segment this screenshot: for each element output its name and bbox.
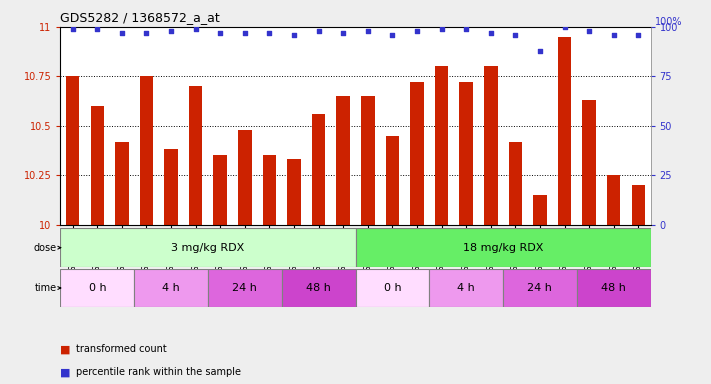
Point bbox=[116, 30, 127, 36]
FancyBboxPatch shape bbox=[356, 269, 429, 307]
Text: 48 h: 48 h bbox=[306, 283, 331, 293]
FancyBboxPatch shape bbox=[577, 269, 651, 307]
Bar bbox=[607, 175, 621, 225]
FancyBboxPatch shape bbox=[356, 228, 651, 267]
Point bbox=[166, 28, 177, 34]
Point bbox=[362, 28, 373, 34]
Bar bbox=[484, 66, 498, 225]
Point bbox=[190, 26, 201, 32]
Bar bbox=[312, 114, 326, 225]
Bar bbox=[533, 195, 547, 225]
Bar bbox=[262, 156, 276, 225]
Text: dose: dose bbox=[33, 243, 57, 253]
Text: 0 h: 0 h bbox=[88, 283, 106, 293]
Text: GDS5282 / 1368572_a_at: GDS5282 / 1368572_a_at bbox=[60, 11, 220, 24]
Text: transformed count: transformed count bbox=[76, 344, 167, 354]
FancyBboxPatch shape bbox=[60, 228, 356, 267]
FancyBboxPatch shape bbox=[503, 269, 577, 307]
Point bbox=[67, 26, 78, 32]
FancyBboxPatch shape bbox=[134, 269, 208, 307]
Text: 48 h: 48 h bbox=[602, 283, 626, 293]
Text: 3 mg/kg RDX: 3 mg/kg RDX bbox=[171, 243, 245, 253]
Text: 100%: 100% bbox=[655, 17, 683, 27]
Bar bbox=[90, 106, 104, 225]
FancyBboxPatch shape bbox=[208, 269, 282, 307]
Text: 18 mg/kg RDX: 18 mg/kg RDX bbox=[463, 243, 543, 253]
Bar bbox=[66, 76, 80, 225]
Bar bbox=[140, 76, 154, 225]
Bar bbox=[238, 130, 252, 225]
Text: ■: ■ bbox=[60, 344, 71, 354]
Point bbox=[313, 28, 324, 34]
Bar bbox=[508, 142, 522, 225]
Point bbox=[633, 32, 644, 38]
Text: 24 h: 24 h bbox=[232, 283, 257, 293]
Bar bbox=[336, 96, 350, 225]
Bar bbox=[361, 96, 375, 225]
Point bbox=[289, 32, 300, 38]
Point bbox=[485, 30, 496, 36]
Point bbox=[411, 28, 422, 34]
Point bbox=[534, 48, 545, 54]
Text: 24 h: 24 h bbox=[528, 283, 552, 293]
Point bbox=[264, 30, 275, 36]
Bar bbox=[410, 82, 424, 225]
Text: ■: ■ bbox=[60, 367, 71, 377]
Text: percentile rank within the sample: percentile rank within the sample bbox=[76, 367, 241, 377]
Point bbox=[461, 26, 472, 32]
Point bbox=[338, 30, 349, 36]
Point bbox=[584, 28, 595, 34]
Point bbox=[510, 32, 521, 38]
FancyBboxPatch shape bbox=[282, 269, 356, 307]
Bar bbox=[287, 159, 301, 225]
Bar bbox=[459, 82, 473, 225]
Bar bbox=[385, 136, 399, 225]
Text: 4 h: 4 h bbox=[457, 283, 475, 293]
Point bbox=[141, 30, 152, 36]
Point bbox=[608, 32, 619, 38]
Text: 4 h: 4 h bbox=[162, 283, 180, 293]
Point bbox=[559, 24, 570, 30]
FancyBboxPatch shape bbox=[60, 269, 134, 307]
Point bbox=[387, 32, 398, 38]
Bar bbox=[115, 142, 129, 225]
Point bbox=[92, 26, 103, 32]
Bar bbox=[213, 156, 227, 225]
Bar bbox=[631, 185, 645, 225]
FancyBboxPatch shape bbox=[429, 269, 503, 307]
Text: time: time bbox=[35, 283, 57, 293]
Point bbox=[239, 30, 250, 36]
Bar bbox=[435, 66, 449, 225]
Bar bbox=[189, 86, 203, 225]
Point bbox=[436, 26, 447, 32]
Bar bbox=[164, 149, 178, 225]
Bar bbox=[582, 100, 596, 225]
Bar bbox=[557, 37, 571, 225]
Point bbox=[215, 30, 226, 36]
Text: 0 h: 0 h bbox=[383, 283, 401, 293]
